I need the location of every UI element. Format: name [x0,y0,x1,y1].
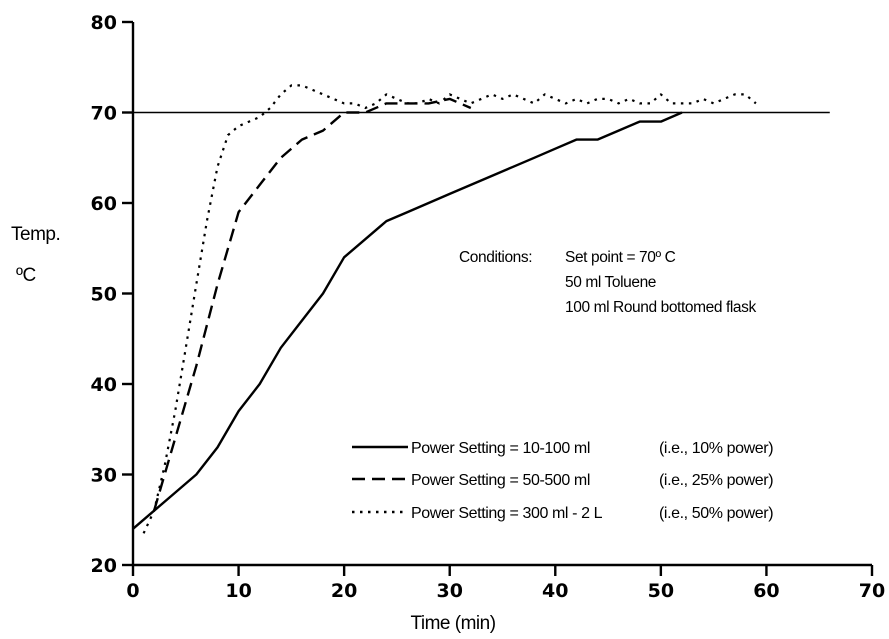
x-tick-label-50: 50 [648,580,674,602]
series-solid-line [132,111,683,530]
y-tick-label-80: 80 [91,12,117,34]
x-tick-label-0: 0 [126,580,139,602]
ticks: 20 30 40 50 60 70 80 0 10 20 30 40 50 60 70 [91,12,886,602]
x-tick-label-70: 70 [859,580,885,602]
x-axis-label: Time (min) [410,613,495,634]
conditions-annotation: Conditions: Set point = 70º C 50 ml Tolu… [459,249,757,316]
conditions-label: Conditions: [459,249,532,266]
x-tick-label-30: 30 [436,580,462,602]
y-tick-label-20: 20 [91,555,117,577]
y-tick-label-50: 50 [91,284,117,306]
legend-entry-2-note: (i.e., 25% power) [659,472,773,489]
x-tick-label-10: 10 [225,580,251,602]
y-tick-label-30: 30 [91,465,117,487]
legend: Power Setting = 10-100 ml (i.e., 10% pow… [352,440,774,522]
conditions-line-1: Set point = 70º C [565,249,676,266]
y-tick-label-40: 40 [91,374,117,396]
x-tick-label-40: 40 [542,580,568,602]
legend-entry-2-name: Power Setting = 50-500 ml [411,472,590,489]
legend-entry-1-note: (i.e., 10% power) [659,440,773,457]
y-tick-label-60: 60 [91,193,117,215]
y-tick-label-70: 70 [91,103,117,125]
legend-entry-1-name: Power Setting = 10-100 ml [411,440,590,457]
legend-entry-3-note: (i.e., 50% power) [659,505,773,522]
y-axis-label: Temp. [11,224,60,245]
legend-entry-3-name: Power Setting = 300 ml - 2 L [411,505,603,522]
y-axis-unit-label: ºC [16,265,36,286]
series-dashed-line [152,97,472,512]
conditions-line-2: 50 ml Toluene [565,274,656,291]
x-tick-label-60: 60 [753,580,779,602]
conditions-line-3: 100 ml Round bottomed flask [565,299,756,316]
series-dotted-line [142,84,757,534]
x-tick-label-20: 20 [331,580,357,602]
series-layer [132,84,757,534]
